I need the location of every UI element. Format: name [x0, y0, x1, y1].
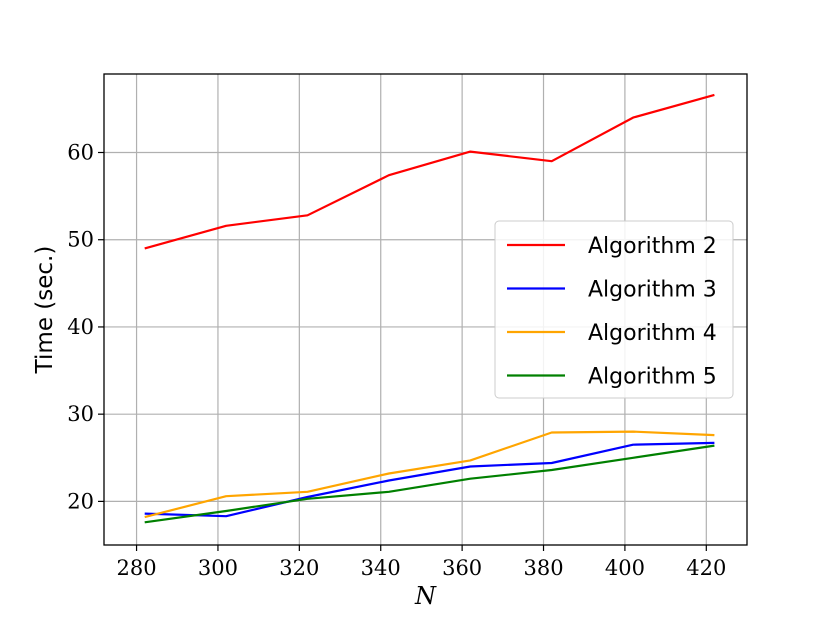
- axis-ticks: 280 300 320 340 360 380 400 420 20 30 40 50 60: [67, 141, 726, 581]
- x-tick-label: 360: [442, 556, 482, 580]
- series-line-3: [144, 430, 715, 519]
- x-tick-label: 280: [117, 556, 157, 580]
- y-tick-label: 40: [67, 315, 94, 339]
- y-tick-label: 50: [67, 228, 94, 252]
- y-tick-label: 60: [67, 141, 94, 165]
- x-axis-label: N: [414, 582, 437, 610]
- x-tick-label: 420: [686, 556, 726, 580]
- x-tick-label: 340: [361, 556, 401, 580]
- series-lines: [144, 93, 715, 524]
- plot-frame: [103, 73, 748, 546]
- x-tick-label: 320: [279, 556, 319, 580]
- y-tick-label: 20: [67, 489, 94, 513]
- legend-label: Algorithm 2: [588, 234, 717, 259]
- legend-label: Algorithm 3: [588, 278, 717, 303]
- x-tick-label: 300: [198, 556, 238, 580]
- legend-label: Algorithm 4: [588, 321, 717, 346]
- x-tick-label: 380: [523, 556, 563, 580]
- series-line-2: [144, 441, 715, 518]
- y-tick-label: 30: [67, 402, 94, 426]
- legend-label: Algorithm 5: [588, 365, 717, 390]
- y-axis-label: Time (sec.): [32, 246, 58, 375]
- legend: Algorithm 2 Algorithm 3 Algorithm 4 Algorit…: [494, 220, 734, 399]
- series-line-1: [144, 93, 715, 250]
- legend-box: [494, 220, 734, 399]
- x-tick-label: 400: [605, 556, 645, 580]
- series-line-4: [144, 444, 715, 524]
